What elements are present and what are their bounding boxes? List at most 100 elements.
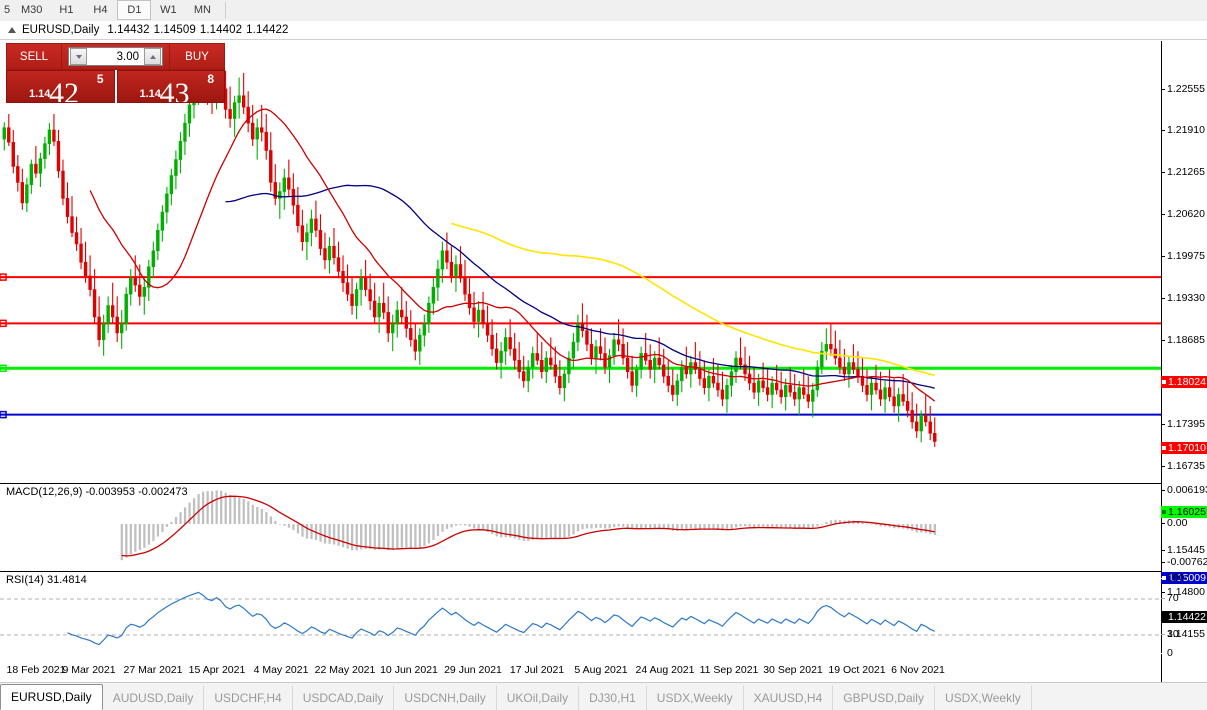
tick-dash bbox=[1161, 466, 1165, 467]
tick-dash bbox=[1161, 424, 1165, 425]
chart-tab-usdx-weekly[interactable]: USDX,Weekly bbox=[935, 686, 1032, 710]
macd-pane[interactable]: MACD(12,26,9) -0.003953 -0.002473 bbox=[0, 483, 1161, 571]
volume-increase-button[interactable] bbox=[144, 48, 161, 65]
volume-input-box[interactable]: 3.00 bbox=[68, 47, 163, 66]
tick-dash bbox=[1161, 340, 1165, 341]
chart-tab-audusd-daily[interactable]: AUDUSD,Daily bbox=[103, 686, 205, 710]
chart-tab-usdcad-daily[interactable]: USDCAD,Daily bbox=[293, 686, 395, 710]
tick-label: 1.15445 bbox=[1167, 544, 1205, 556]
collapse-arrow-icon[interactable] bbox=[8, 27, 16, 33]
price-level-tag[interactable]: 1.14422 bbox=[1161, 611, 1207, 623]
tick-label: 1.21910 bbox=[1167, 124, 1205, 136]
tick-label: 1.14800 bbox=[1167, 586, 1205, 598]
macd-axis-label: 0.00 bbox=[1167, 517, 1188, 530]
price-tick: 1.21265 bbox=[1161, 167, 1205, 178]
timeframe-button-d1[interactable]: D1 bbox=[117, 0, 152, 20]
date-axis-label: 19 Oct 2021 bbox=[828, 664, 886, 676]
price-pane[interactable] bbox=[0, 41, 1161, 483]
chart-tab-gbpusd-daily[interactable]: GBPUSD,Daily bbox=[833, 686, 935, 710]
tick-dash bbox=[1161, 550, 1165, 551]
chart-symbol-label: EURUSD,Daily bbox=[22, 24, 100, 36]
tick-dash bbox=[1161, 490, 1165, 492]
price-tick: 1.19330 bbox=[1161, 293, 1205, 304]
macd-axis-tick: 0.006193 bbox=[1161, 485, 1207, 496]
rsi-axis-tick: 30 bbox=[1161, 629, 1179, 640]
tick-dash bbox=[1161, 653, 1165, 654]
timeframe-button-h1[interactable]: H1 bbox=[59, 4, 74, 16]
date-axis-label: 10 Jun 2021 bbox=[380, 664, 438, 676]
chart-ohlc-values: 1.14432 1.14509 1.14402 1.14422 bbox=[107, 24, 292, 36]
tick-dash bbox=[1161, 214, 1165, 215]
macd-axis-tick: 0.00 bbox=[1161, 518, 1187, 529]
volume-control: 3.00 bbox=[62, 43, 169, 70]
timeframe-button-m30[interactable]: M30 bbox=[21, 4, 43, 16]
one-click-trading-panel: SELL 3.00 BUY 1.14 42 5 1.14 43 8 bbox=[6, 43, 225, 103]
timeframe-toolbar: 5 M30 H1 H4 D1 W1 MN bbox=[0, 0, 1207, 22]
price-level-tag[interactable]: 1.18024 bbox=[1161, 376, 1207, 388]
ohlc-low: 1.14402 bbox=[199, 24, 243, 36]
timeframe-button-h4[interactable]: H4 bbox=[93, 4, 108, 16]
date-axis-label: 24 Aug 2021 bbox=[635, 664, 695, 676]
date-axis-label: 11 Sep 2021 bbox=[699, 664, 759, 676]
tick-dash bbox=[1161, 592, 1165, 593]
tick-dash bbox=[1161, 562, 1165, 564]
sell-price-tile[interactable]: 1.14 42 5 bbox=[6, 70, 115, 103]
chart-tab-usdx-weekly[interactable]: USDX,Weekly bbox=[647, 686, 744, 710]
level-tag-label: 1.15009 bbox=[1168, 572, 1206, 584]
tick-label: 1.19975 bbox=[1167, 250, 1205, 262]
price-tick: 1.22555 bbox=[1161, 84, 1205, 95]
buy-price-tile[interactable]: 1.14 43 8 bbox=[116, 70, 225, 103]
date-axis-label: 17 Jul 2021 bbox=[509, 664, 565, 676]
chart-tab-eurusd-daily[interactable]: EURUSD,Daily bbox=[0, 684, 103, 710]
chart-tab-bar[interactable]: EURUSD,Daily AUDUSD,Daily USDCHF,H4 USDCAD,… bbox=[0, 682, 1207, 710]
chart-tab-ukoil-daily[interactable]: UKOil,Daily bbox=[497, 686, 580, 710]
toolbar-separator bbox=[225, 2, 227, 19]
sell-price-fraction: 5 bbox=[96, 72, 104, 86]
chart-area[interactable]: MACD(12,26,9) -0.003953 -0.002473 RSI(14… bbox=[0, 41, 1207, 682]
trade-panel-top-row: SELL 3.00 BUY bbox=[6, 43, 225, 70]
timeframe-button-w1[interactable]: W1 bbox=[160, 4, 177, 16]
level-tag-label: 1.18024 bbox=[1168, 376, 1206, 388]
chart-tab-usdcnh-daily[interactable]: USDCNH,Daily bbox=[394, 686, 497, 710]
rsi-pane[interactable]: RSI(14) 31.4814 bbox=[0, 571, 1161, 662]
caret-down-icon bbox=[75, 54, 82, 59]
timeframe-button-mn[interactable]: MN bbox=[193, 4, 211, 16]
price-tick: 1.18685 bbox=[1161, 335, 1205, 346]
volume-decrease-button[interactable] bbox=[70, 48, 87, 65]
tick-dash bbox=[1161, 578, 1165, 579]
level-tag-label: 1.16025 bbox=[1168, 506, 1206, 518]
rsi-axis-label: 0 bbox=[1167, 647, 1173, 659]
tick-dash bbox=[1161, 256, 1165, 257]
tick-label: 1.21265 bbox=[1167, 166, 1205, 178]
rsi-axis-label: 100 bbox=[1167, 572, 1185, 584]
buy-button[interactable]: BUY bbox=[169, 43, 225, 70]
sell-price-prefix: 1.14 bbox=[29, 88, 51, 100]
tick-dash bbox=[1161, 89, 1165, 90]
trade-panel-price-row: 1.14 42 5 1.14 43 8 bbox=[6, 70, 225, 103]
price-level-tag[interactable]: 1.16025 bbox=[1161, 506, 1207, 518]
date-axis-label: 9 Mar 2021 bbox=[62, 664, 116, 676]
tick-label: 1.14155 bbox=[1167, 628, 1205, 640]
level-marker-icon bbox=[1162, 446, 1166, 450]
rsi-axis-label: 30 bbox=[1167, 628, 1179, 640]
price-level-tag[interactable]: 1.17010 bbox=[1161, 442, 1207, 454]
date-axis-label: 22 May 2021 bbox=[314, 664, 376, 676]
volume-value[interactable]: 3.00 bbox=[116, 50, 139, 63]
level-marker-icon bbox=[1162, 615, 1166, 619]
sell-button[interactable]: SELL bbox=[6, 43, 62, 70]
date-axis-label: 5 Aug 2021 bbox=[574, 664, 628, 676]
scale-axis-line bbox=[1161, 41, 1162, 682]
timeframe-button-5[interactable]: 5 bbox=[3, 4, 11, 16]
ohlc-open: 1.14432 bbox=[107, 24, 150, 36]
date-axis-label: 4 May 2021 bbox=[253, 664, 309, 676]
caret-up-icon bbox=[149, 54, 156, 59]
price-scale[interactable]: 1.22555 1.21910 1.21265 1.20620 1.19975 1.193… bbox=[1161, 41, 1207, 682]
level-marker-icon bbox=[1162, 510, 1166, 514]
chart-tab-xauusd-h4[interactable]: XAUUSD,H4 bbox=[744, 686, 834, 710]
chart-tab-dj30-h1[interactable]: DJ30,H1 bbox=[579, 686, 647, 710]
tick-label: 1.22555 bbox=[1167, 83, 1205, 95]
sell-price-main: 42 bbox=[49, 77, 79, 103]
tick-label: 1.19330 bbox=[1167, 292, 1205, 304]
chart-tab-usdchf-h4[interactable]: USDCHF,H4 bbox=[204, 686, 293, 710]
